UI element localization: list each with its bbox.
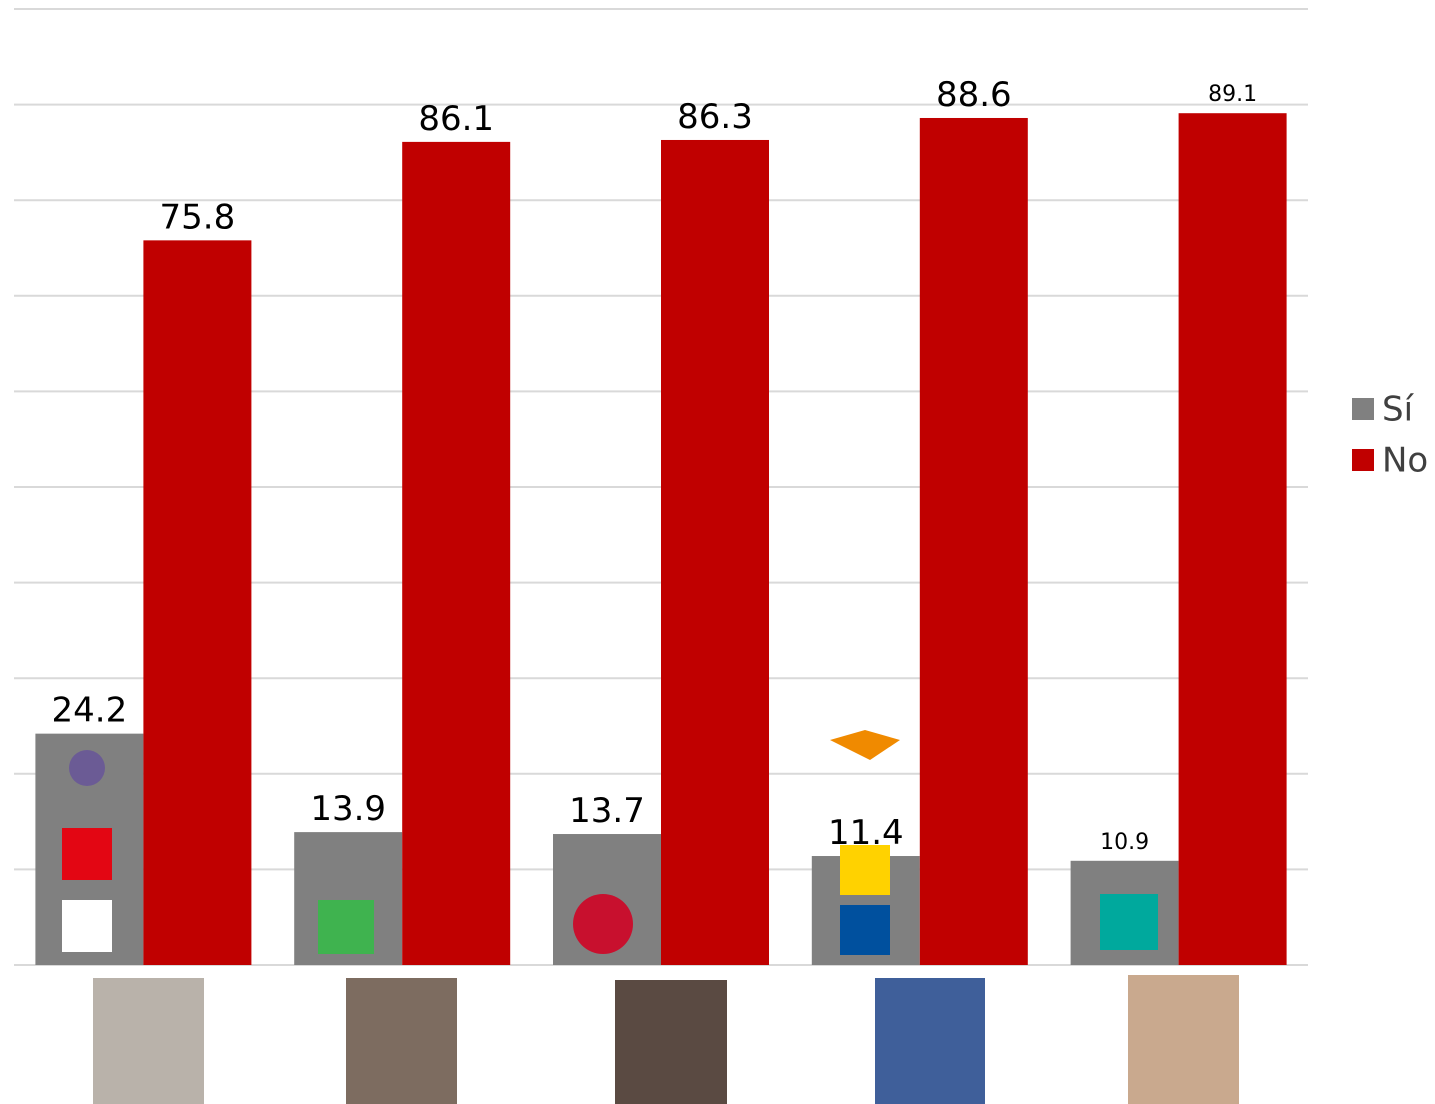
value-label: 75.8: [160, 197, 236, 237]
candidate-photo: [875, 978, 985, 1104]
bar: [920, 118, 1028, 965]
value-label: 88.6: [936, 75, 1012, 115]
party-logo: [62, 828, 112, 880]
legend-label: No: [1382, 441, 1428, 481]
value-label: 86.3: [677, 97, 753, 137]
bar: [1179, 113, 1287, 965]
bars: [35, 113, 1286, 965]
value-label: 13.7: [569, 791, 645, 831]
value-label: 11.4: [828, 813, 904, 853]
party-logo: [69, 750, 105, 786]
candidate-photos: [93, 975, 1239, 1104]
legend-swatch: [1352, 398, 1374, 420]
party-logo: [840, 905, 890, 955]
legend: Sí No: [1352, 390, 1428, 481]
legend-label: Sí: [1382, 390, 1415, 430]
party-logo: [62, 900, 112, 952]
candidate-photo: [346, 978, 457, 1104]
party-logo: [830, 730, 900, 760]
legend-swatch: [1352, 449, 1374, 471]
bar: [661, 140, 769, 965]
party-logo: [1100, 894, 1158, 950]
candidate-photo: [615, 980, 727, 1104]
party-logo: [318, 900, 374, 954]
party-logo: [573, 894, 633, 954]
value-label: 13.9: [310, 789, 386, 829]
candidate-photo: [1128, 975, 1239, 1104]
chart: 24.2 13.9 13.7 11.4 10.9 75.8 86.1 86.3 88.6 89.1…: [0, 0, 1435, 1104]
value-label: 86.1: [418, 99, 494, 139]
bar: [402, 142, 510, 965]
bar: [143, 240, 251, 965]
value-label: 89.1: [1208, 82, 1257, 107]
candidate-photo: [93, 978, 204, 1104]
value-label: 24.2: [52, 691, 128, 731]
value-label: 10.9: [1100, 830, 1149, 855]
